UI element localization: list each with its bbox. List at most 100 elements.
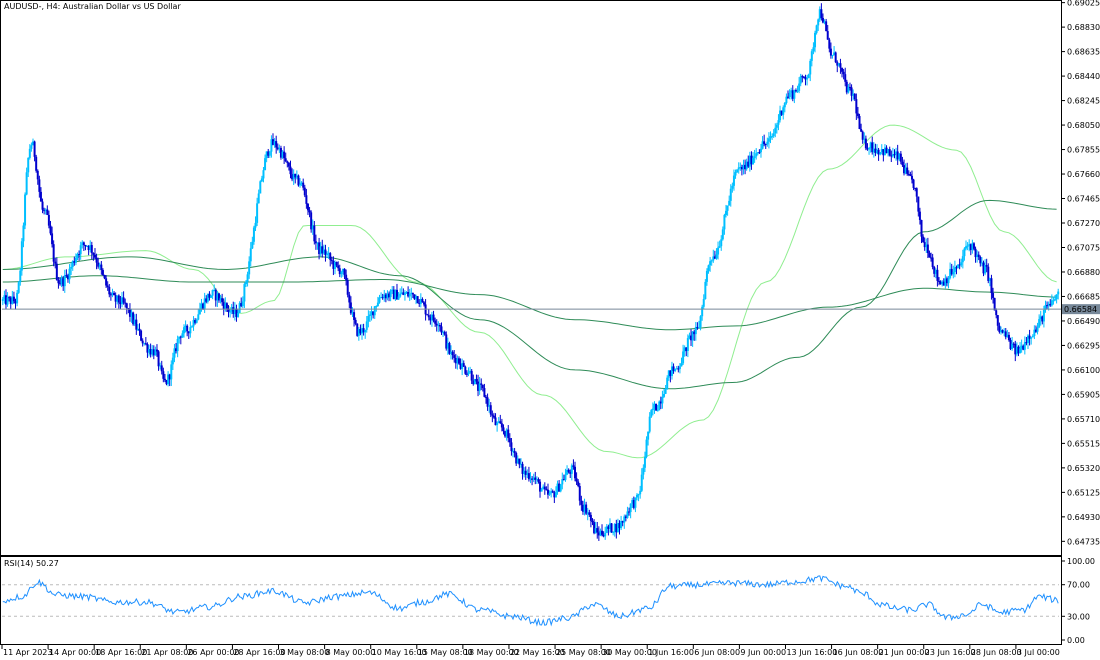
- candle-body: [759, 148, 762, 153]
- candle-body: [1019, 348, 1022, 354]
- candle-body: [419, 299, 422, 305]
- candle-body: [427, 315, 430, 318]
- candle-body: [114, 295, 117, 302]
- candle-body: [750, 155, 753, 165]
- time-tick-label: 28 Jun 08:00: [971, 648, 1022, 657]
- candle-body: [837, 63, 840, 66]
- candle-body: [140, 330, 143, 341]
- candle-body: [119, 302, 122, 305]
- candle-body: [402, 292, 405, 295]
- candle-body: [586, 512, 589, 514]
- candle-body: [451, 351, 454, 356]
- candle-body: [769, 136, 772, 139]
- candle-body: [883, 147, 886, 156]
- candle-body: [626, 511, 629, 518]
- candle-body: [303, 187, 306, 196]
- candle-body: [341, 268, 344, 273]
- time-tick-label: 18 May 00:00: [464, 648, 519, 657]
- candle-body: [170, 364, 173, 380]
- candle-body: [1014, 343, 1017, 355]
- candle-body: [397, 296, 400, 300]
- candle-body: [871, 142, 874, 153]
- candle-body: [12, 296, 15, 302]
- candle-body: [51, 233, 54, 245]
- candle-body: [1057, 291, 1060, 295]
- candle-body: [294, 173, 297, 178]
- candle-body: [725, 210, 728, 215]
- candle-body: [65, 275, 68, 277]
- candle-body: [740, 167, 743, 170]
- candle-body: [132, 312, 135, 325]
- candle-body: [175, 348, 178, 352]
- rsi-tick-label: 100.00: [1067, 557, 1095, 566]
- candle-body: [596, 528, 599, 533]
- candle-body: [691, 331, 694, 341]
- candle-body: [8, 297, 11, 299]
- time-tick-label: 28 Apr 16:00: [233, 648, 285, 657]
- candle-body: [100, 264, 103, 271]
- candle-body: [160, 365, 163, 372]
- candle-body: [448, 343, 451, 354]
- candle-body: [227, 308, 230, 312]
- candle-body: [941, 281, 944, 285]
- candle-body: [821, 17, 824, 23]
- candle-body: [887, 149, 890, 154]
- candle-body: [852, 93, 855, 96]
- candle-body: [405, 292, 408, 294]
- candle-body: [860, 129, 863, 132]
- time-tick-label: 3 May 08:00: [280, 648, 330, 657]
- candle-body: [774, 127, 777, 134]
- sma-slow-line: [2, 275, 1057, 331]
- time-tick-label: 18 Apr 16:00: [95, 648, 147, 657]
- candle-body: [937, 280, 940, 282]
- candle-body: [818, 9, 821, 20]
- candle-body: [634, 497, 637, 508]
- candle-body: [103, 274, 106, 279]
- price-tick-label: 0.66100: [1067, 366, 1100, 375]
- candle-body: [723, 214, 726, 230]
- candle-body: [434, 320, 437, 324]
- candle-body: [635, 494, 638, 498]
- candlesticks: [1, 3, 1060, 541]
- candle-body: [785, 96, 788, 103]
- candle-body: [1023, 342, 1026, 350]
- candle-body: [551, 491, 554, 493]
- candle-body: [874, 148, 877, 153]
- candle-body: [922, 236, 925, 243]
- candle-body: [979, 257, 982, 264]
- candle-body: [524, 470, 527, 475]
- price-tick-label: 0.68635: [1067, 48, 1100, 57]
- candle-body: [456, 358, 459, 364]
- candle-body: [446, 343, 449, 349]
- candle-body: [796, 90, 799, 92]
- candle-body: [163, 378, 166, 381]
- candle-body: [899, 153, 902, 162]
- candle-body: [904, 167, 907, 174]
- candle-body: [572, 465, 575, 467]
- candle-body: [413, 294, 416, 300]
- candle-body: [903, 165, 906, 174]
- candle-body: [620, 521, 623, 529]
- candle-body: [151, 349, 154, 355]
- time-tick-label: 16 Jun 08:00: [833, 648, 884, 657]
- candle-body: [351, 312, 354, 314]
- candle-body: [348, 294, 351, 303]
- candle-body: [63, 275, 66, 287]
- candle-body: [980, 262, 983, 264]
- candle-body: [60, 278, 63, 285]
- candle-body: [190, 326, 193, 328]
- candle-body: [251, 241, 254, 249]
- candle-body: [4, 295, 7, 305]
- candle-body: [974, 248, 977, 258]
- candle-body: [52, 244, 55, 262]
- candle-body: [848, 86, 851, 88]
- candle-body: [461, 363, 464, 369]
- candle-body: [543, 486, 546, 490]
- candle-body: [314, 241, 317, 244]
- time-tick-label: 15 May 08:00: [418, 648, 473, 657]
- candle-body: [31, 141, 34, 146]
- candle-body: [322, 249, 325, 254]
- candle-body: [833, 52, 836, 55]
